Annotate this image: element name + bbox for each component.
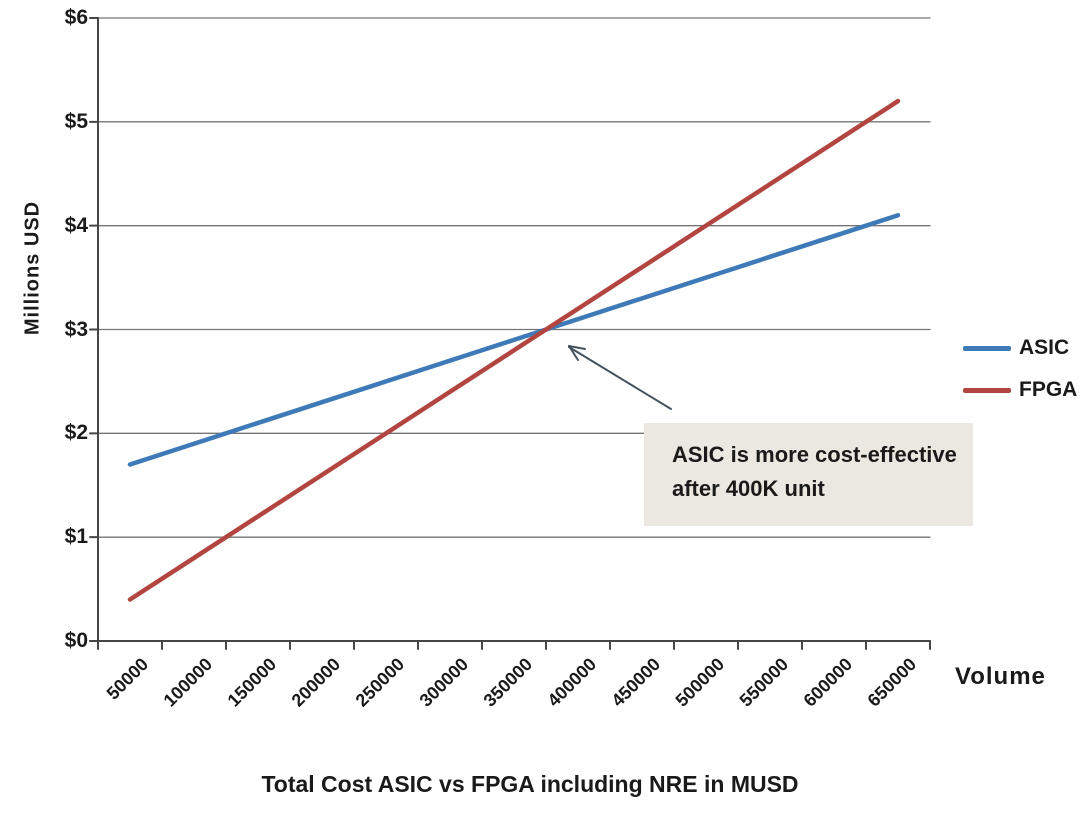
- series-lines: [127, 98, 901, 602]
- annotation-arrow: [568, 345, 672, 410]
- y-tick-label: $2: [64, 421, 88, 445]
- arrow-shaft: [568, 346, 672, 410]
- x-axis-title: Volume: [955, 663, 1046, 690]
- y-tick-label: $4: [64, 213, 88, 237]
- legend-item-asic: ASIC: [963, 335, 1077, 361]
- chart-title: Total Cost ASIC vs FPGA including NRE in…: [261, 771, 799, 797]
- fpga-line: [127, 98, 901, 602]
- legend-label-asic: ASIC: [1019, 336, 1070, 359]
- annotation-box: ASIC is more cost-effective after 400K u…: [644, 423, 973, 526]
- arrow-head: [568, 345, 579, 361]
- legend: ASIC FPGA: [963, 335, 1077, 419]
- fpga-line-swatch: [963, 387, 1011, 393]
- y-tick-label: $3: [64, 317, 88, 341]
- annotation-line-1: ASIC is more cost-effective: [672, 442, 957, 467]
- annotation-line-2: after 400K unit: [672, 476, 825, 501]
- legend-item-fpga: FPGA: [963, 377, 1077, 403]
- gridlines: [97, 17, 931, 538]
- asic-line: [127, 213, 901, 467]
- y-tick-label: $0: [64, 629, 88, 652]
- y-axis-title: Millions USD: [21, 200, 44, 336]
- y-tick-label: $5: [64, 109, 88, 133]
- legend-label-fpga: FPGA: [1019, 378, 1078, 401]
- y-tick-label: $6: [64, 6, 88, 29]
- y-tick-label: $1: [64, 525, 88, 549]
- axes: [89, 17, 931, 650]
- asic-line-swatch: [963, 345, 1011, 351]
- arrow-head: [568, 345, 586, 350]
